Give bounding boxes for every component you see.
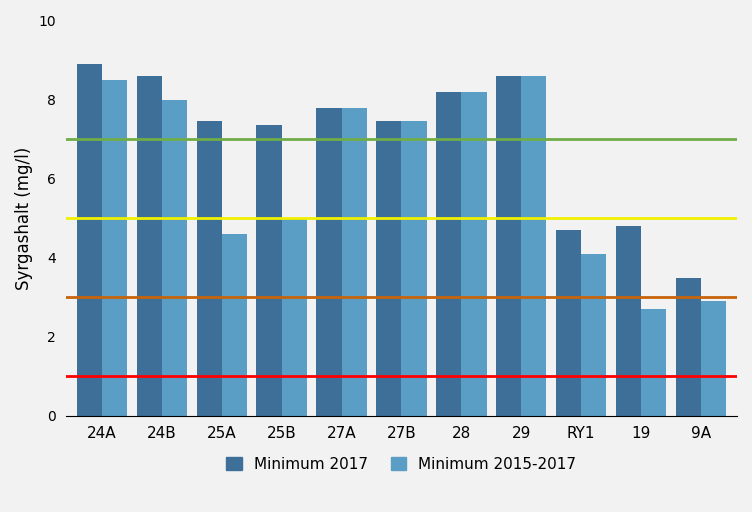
Bar [341, 108, 367, 416]
Bar [102, 80, 127, 416]
Bar [162, 100, 187, 416]
Bar [641, 309, 666, 416]
Bar [556, 230, 581, 416]
Y-axis label: Syrgashalt (mg/l): Syrgashalt (mg/l) [15, 146, 33, 290]
Bar [137, 76, 162, 416]
Bar [581, 254, 606, 416]
Bar [256, 125, 281, 416]
Bar [676, 278, 701, 416]
Bar [701, 301, 726, 416]
Bar [436, 92, 462, 416]
Bar [317, 108, 341, 416]
Bar [496, 76, 521, 416]
Bar [196, 121, 222, 416]
Bar [77, 64, 102, 416]
Bar [462, 92, 487, 416]
Bar [521, 76, 547, 416]
Legend: Minimum 2017, Minimum 2015-2017: Minimum 2017, Minimum 2015-2017 [226, 457, 577, 472]
Bar [402, 121, 426, 416]
Bar [281, 218, 307, 416]
Bar [376, 121, 402, 416]
Bar [222, 234, 247, 416]
Bar [616, 226, 641, 416]
